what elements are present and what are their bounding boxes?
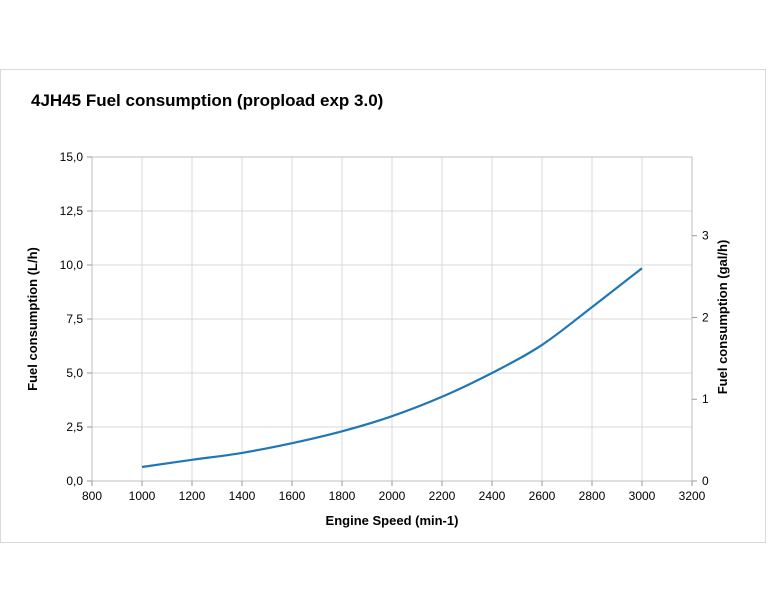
chart-frame (0, 69, 766, 543)
y-tick-label: 10,0 (60, 258, 84, 272)
x-tick-label: 3000 (629, 489, 656, 503)
y2-axis-ticks: 0 1 2 3 (692, 229, 709, 488)
y2-tick-label: 0 (702, 474, 709, 488)
x-tick-label: 1200 (179, 489, 206, 503)
y-tick-label: 7,5 (66, 312, 83, 326)
x-axis-label: Engine Speed (min-1) (326, 513, 459, 528)
x-tick-label: 2600 (529, 489, 556, 503)
x-tick-label: 800 (82, 489, 102, 503)
y-axis-ticks: 0,0 2,5 5,0 7,5 10,0 12,5 15,0 (60, 150, 92, 488)
y-tick-label: 2,5 (66, 420, 83, 434)
y-tick-label: 5,0 (66, 366, 83, 380)
y2-tick-label: 1 (702, 392, 709, 406)
x-tick-label: 2400 (479, 489, 506, 503)
x-tick-label: 3200 (679, 489, 706, 503)
series-line (141, 267, 643, 469)
y2-axis-label: Fuel consumption (gal/h) (715, 240, 730, 395)
grid (91, 156, 693, 482)
x-axis-ticks: 800 1000 1200 1400 1600 1800 2000 2200 2400 2600 2… (82, 481, 706, 503)
x-tick-label: 1600 (279, 489, 306, 503)
x-tick-label: 2800 (579, 489, 606, 503)
y2-tick-label: 2 (702, 310, 709, 324)
x-tick-label: 1000 (129, 489, 156, 503)
x-tick-label: 1800 (329, 489, 356, 503)
chart-title: 4JH45 Fuel consumption (propload exp 3.0… (31, 91, 384, 110)
y-tick-label: 15,0 (60, 150, 84, 164)
y-axis-label: Fuel consumption (L/h) (25, 247, 40, 391)
x-tick-label: 2000 (379, 489, 406, 503)
y2-tick-label: 3 (702, 229, 709, 243)
x-tick-label: 2200 (429, 489, 456, 503)
y-tick-label: 12,5 (60, 204, 84, 218)
x-tick-label: 1400 (229, 489, 256, 503)
y-tick-label: 0,0 (66, 474, 83, 488)
